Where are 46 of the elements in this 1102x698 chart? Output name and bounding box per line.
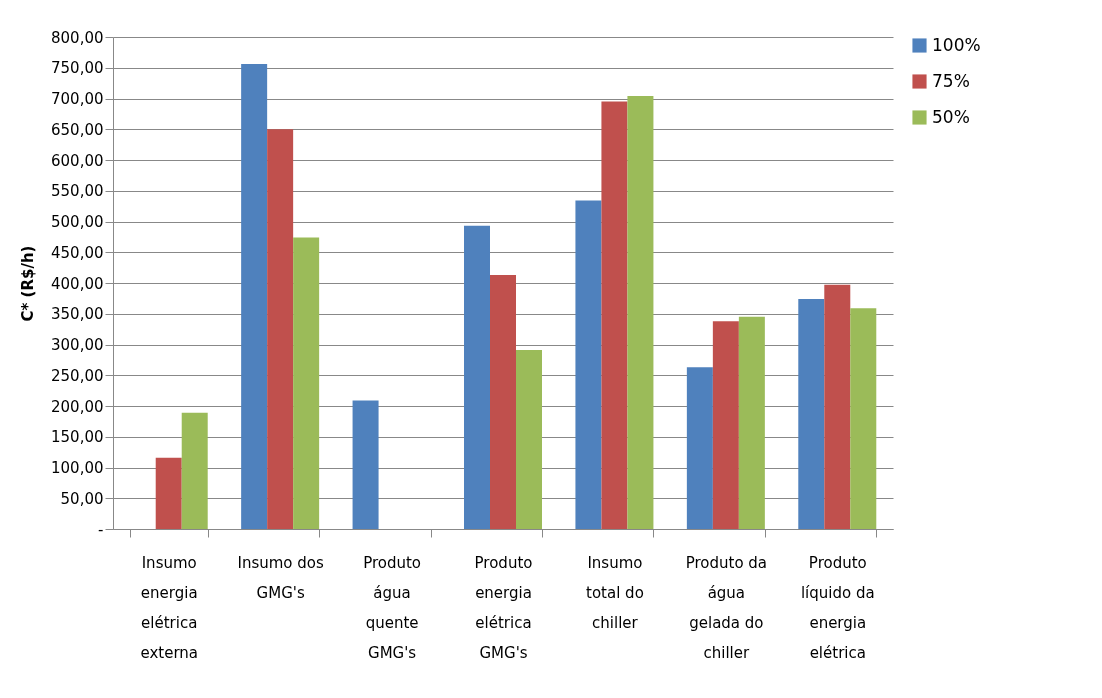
legend-label: 50%	[932, 106, 970, 127]
bar	[575, 200, 602, 529]
y-tick-label: 400,00	[51, 274, 104, 293]
bar	[712, 321, 739, 529]
bar	[267, 129, 294, 529]
x-tick-label: Produto líquido da energia elétrica	[800, 553, 875, 662]
y-tick-label: -	[98, 520, 104, 539]
legend-label: 100%	[932, 34, 981, 55]
legend-label: 75%	[932, 70, 970, 91]
y-tick-label: 100,00	[51, 459, 104, 477]
y-tick-label: 50,00	[60, 489, 104, 508]
bar	[798, 298, 825, 529]
x-tick-label: Insumo total do chiller	[586, 553, 644, 632]
bar	[293, 237, 320, 529]
x-tick-label: Insumo energia elétrica externa	[140, 553, 198, 662]
y-tick-label: 650,00	[51, 120, 104, 139]
y-tick-label: 450,00	[51, 243, 104, 262]
bar	[155, 457, 182, 529]
bar	[824, 284, 851, 529]
y-tick-label: 300,00	[51, 336, 104, 354]
y-tick-label: 200,00	[51, 397, 104, 416]
x-tick-label: Insumo dos GMG's	[237, 553, 324, 602]
bar	[352, 400, 379, 529]
bar	[464, 225, 490, 529]
y-axis-title: C* (R$/h)	[19, 245, 38, 322]
bar	[516, 350, 542, 529]
bar	[181, 412, 208, 529]
bar	[627, 96, 654, 529]
y-tick-label: 550,00	[51, 182, 104, 201]
x-tick-label: Produto da água gelada do chiller	[685, 553, 768, 662]
y-tick-label: 700,00	[51, 90, 104, 108]
x-tick-label: Produto água quente GMG's	[363, 553, 422, 662]
y-tick-label: 750,00	[51, 59, 104, 78]
bar	[241, 64, 268, 529]
bar	[686, 367, 713, 529]
bar	[738, 316, 765, 529]
y-tick-label: 600,00	[51, 151, 104, 170]
bar	[490, 275, 516, 529]
bar	[850, 308, 877, 529]
y-tick-label: 800,00	[51, 28, 104, 47]
bar	[601, 101, 628, 529]
y-tick-label: 250,00	[51, 366, 104, 385]
y-tick-label: 150,00	[51, 428, 104, 447]
x-tick-label: Produto energia elétrica GMG's	[474, 553, 533, 662]
y-tick-label: 500,00	[51, 213, 104, 231]
y-tick-label: 350,00	[51, 305, 104, 324]
